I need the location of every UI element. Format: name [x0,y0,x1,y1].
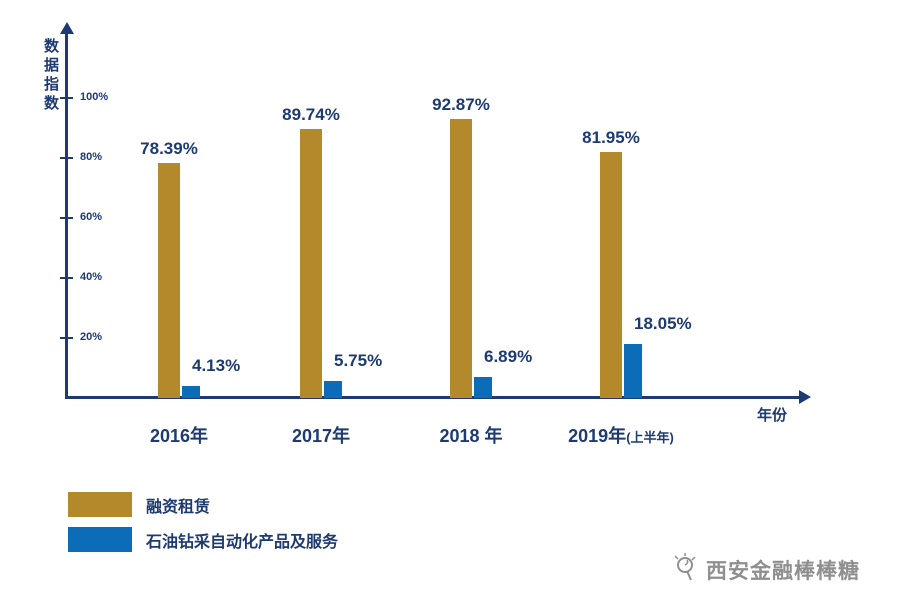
legend-swatch-gold [68,492,132,517]
y-tick-mark [60,217,73,219]
y-axis-title: 数据指数 [42,38,59,114]
legend-item: 融资租赁 [68,492,338,517]
bar-gold [158,162,180,398]
lollipop-icon [672,552,700,587]
value-label: 5.75% [334,350,383,370]
y-tick-mark [60,277,73,279]
value-label: 4.13% [192,355,241,375]
y-tick-mark [60,97,73,99]
category-label: 2016年 [149,426,209,446]
value-label: 6.89% [484,347,533,367]
value-label: 78.39% [140,138,198,158]
bar-gold [450,119,472,398]
bar-gold [300,128,322,398]
y-tick-label: 20% [80,331,103,343]
bar-blue [624,343,642,398]
category-label: 2018 年 [439,426,503,446]
value-label: 92.87% [432,95,490,115]
y-tick-mark [60,337,73,339]
y-axis-line [65,34,68,398]
bar-blue [324,380,342,398]
legend-item: 石油钻采自动化产品及服务 [68,527,338,552]
x-axis-title: 年份 [757,407,788,424]
legend-swatch-blue [68,527,132,552]
category-label: 2019年(上半年) [568,426,674,446]
value-label: 81.95% [582,128,640,148]
y-tick-label: 60% [80,211,103,223]
watermark-text: 西安金融棒棒糖 [706,559,860,583]
legend-label: 石油钻采自动化产品及服务 [146,533,339,551]
bar-gold [600,152,622,398]
x-axis-line [65,396,801,399]
y-tick-mark [60,157,73,159]
legend-label: 融资租赁 [146,498,211,516]
bar-blue [182,385,200,398]
value-label: 89.74% [282,104,340,124]
category-label: 2017年 [291,426,351,446]
y-tick-label: 40% [80,271,103,283]
y-axis-arrow-icon [60,22,74,34]
value-label: 18.05% [634,313,692,333]
bar-blue [474,377,492,398]
y-tick-label: 100% [80,91,109,103]
x-axis-arrow-icon [799,390,811,404]
y-tick-label: 80% [80,151,103,163]
legend: 融资租赁 石油钻采自动化产品及服务 [68,492,338,562]
watermark: 西安金融棒棒糖 [672,552,860,587]
